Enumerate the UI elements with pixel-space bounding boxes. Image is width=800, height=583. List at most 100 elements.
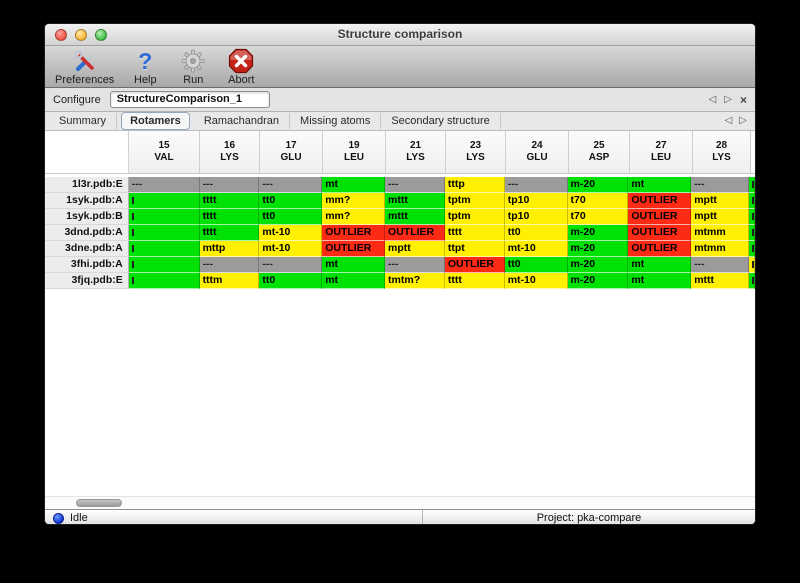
rotamer-cell[interactable]: tt0 bbox=[259, 273, 323, 289]
rotamer-cell[interactable]: OUTLIER bbox=[628, 209, 692, 225]
partial-rotamer-cell[interactable] bbox=[749, 225, 755, 241]
rotamer-cell[interactable]: tt0 bbox=[504, 257, 568, 273]
tab-secondary-structure[interactable]: Secondary structure bbox=[381, 113, 501, 129]
tab-ramachandran[interactable]: Ramachandran bbox=[194, 113, 291, 129]
partial-rotamer-cell[interactable] bbox=[749, 257, 755, 273]
rotamer-cell[interactable]: ttpt bbox=[444, 241, 505, 257]
column-header[interactable]: 15 VAL bbox=[129, 131, 200, 173]
rotamer-cell[interactable]: tttt bbox=[199, 193, 260, 209]
rotamer-cell[interactable]: mttt bbox=[385, 209, 445, 225]
rotamer-cell[interactable]: tttt bbox=[444, 225, 505, 241]
rotamer-cell[interactable] bbox=[128, 193, 200, 209]
rotamer-cell[interactable]: mt bbox=[322, 177, 386, 193]
rotamer-cell[interactable]: OUTLIER bbox=[385, 225, 445, 241]
rotamer-cell[interactable]: mttt bbox=[691, 273, 750, 289]
tab-missing-atoms[interactable]: Missing atoms bbox=[290, 113, 382, 129]
rotamer-cell[interactable] bbox=[128, 209, 200, 225]
minimize-window-button[interactable] bbox=[75, 29, 87, 41]
rotamer-cell[interactable] bbox=[128, 257, 200, 273]
column-header[interactable]: 27 LEU bbox=[630, 131, 693, 173]
rotamer-cell[interactable]: m-20 bbox=[567, 177, 629, 193]
row-header[interactable]: 3fhi.pdb:A bbox=[45, 257, 129, 273]
rotamer-cell[interactable]: OUTLIER bbox=[444, 257, 505, 273]
rotamer-cell[interactable] bbox=[128, 241, 200, 257]
rotamer-cell[interactable]: --- bbox=[691, 177, 750, 193]
horizontal-scrollbar-thumb[interactable] bbox=[76, 499, 122, 507]
close-configure-icon[interactable]: × bbox=[739, 92, 747, 107]
rotamer-cell[interactable]: mt-10 bbox=[259, 241, 323, 257]
rotamer-cell[interactable]: m-20 bbox=[567, 273, 629, 289]
rotamer-cell[interactable]: tt0 bbox=[259, 209, 323, 225]
column-header[interactable]: 21 LYS bbox=[386, 131, 446, 173]
rotamer-cell[interactable]: tttm bbox=[199, 273, 260, 289]
rotamer-cell[interactable]: tt0 bbox=[259, 193, 323, 209]
column-header[interactable]: 28 LYS bbox=[693, 131, 751, 173]
rotamer-cell[interactable]: OUTLIER bbox=[628, 241, 692, 257]
horizontal-scrollbar[interactable] bbox=[45, 496, 755, 509]
rotamer-cell[interactable]: tptm bbox=[444, 209, 505, 225]
rotamer-cell[interactable]: --- bbox=[385, 257, 445, 273]
rotamer-cell[interactable]: t70 bbox=[567, 209, 629, 225]
rotamer-cell[interactable]: mm? bbox=[322, 193, 386, 209]
rotamer-cell[interactable]: tttt bbox=[199, 209, 260, 225]
rotamer-cell[interactable]: mt bbox=[628, 177, 692, 193]
rotamer-cell[interactable]: --- bbox=[259, 257, 323, 273]
rotamer-cell[interactable]: mt-10 bbox=[259, 225, 323, 241]
rotamer-cell[interactable]: mtmm bbox=[691, 225, 750, 241]
rotamer-cell[interactable]: --- bbox=[691, 257, 750, 273]
rotamer-cell[interactable]: OUTLIER bbox=[322, 225, 386, 241]
preferences-button[interactable]: Preferences bbox=[55, 48, 114, 86]
rotamer-cell[interactable]: tp10 bbox=[504, 193, 568, 209]
column-header[interactable]: 19 LEU bbox=[323, 131, 386, 173]
partial-rotamer-cell[interactable] bbox=[749, 193, 755, 209]
title-bar[interactable]: Structure comparison bbox=[45, 24, 755, 46]
rotamer-cell[interactable]: mt bbox=[322, 273, 386, 289]
rotamer-cell[interactable]: mttp bbox=[199, 241, 260, 257]
rotamer-cell[interactable]: tttt bbox=[199, 225, 260, 241]
column-header[interactable]: 17 GLU bbox=[260, 131, 323, 173]
rotamer-cell[interactable]: tttp bbox=[444, 177, 505, 193]
rotamer-cell[interactable]: mptt bbox=[691, 193, 750, 209]
rotamer-cell[interactable]: mt-10 bbox=[504, 241, 568, 257]
rotamer-cell[interactable] bbox=[128, 273, 200, 289]
rotamer-cell[interactable] bbox=[128, 225, 200, 241]
rotamer-cell[interactable]: mt bbox=[322, 257, 386, 273]
rotamer-cell[interactable]: mt-10 bbox=[504, 273, 568, 289]
column-header[interactable]: 16 LYS bbox=[200, 131, 260, 173]
configure-name-input[interactable]: StructureComparison_1 bbox=[109, 91, 270, 108]
rotamer-cell[interactable]: mptt bbox=[385, 241, 445, 257]
rotamer-cell[interactable]: mt bbox=[628, 257, 692, 273]
rotamer-cell[interactable]: tttt bbox=[444, 273, 505, 289]
zoom-window-button[interactable] bbox=[95, 29, 107, 41]
partial-rotamer-cell[interactable] bbox=[749, 273, 755, 289]
column-header[interactable]: 24 GLU bbox=[506, 131, 569, 173]
partial-rotamer-cell[interactable] bbox=[749, 209, 755, 225]
next-configure-icon[interactable]: ▷ bbox=[724, 93, 732, 105]
abort-button[interactable]: Abort bbox=[224, 48, 258, 86]
next-tab-icon[interactable]: ▷ bbox=[739, 115, 747, 126]
rotamer-cell[interactable]: t70 bbox=[567, 193, 629, 209]
prev-configure-icon[interactable]: ◁ bbox=[708, 93, 717, 105]
rotamer-cell[interactable]: tp10 bbox=[504, 209, 568, 225]
rotamer-cell[interactable]: mptt bbox=[691, 209, 750, 225]
rotamer-cell[interactable]: --- bbox=[128, 177, 200, 193]
column-header[interactable]: 25 ASP bbox=[569, 131, 630, 173]
rotamer-cell[interactable]: tmtm? bbox=[385, 273, 445, 289]
rotamer-cell[interactable]: --- bbox=[504, 177, 568, 193]
tab-summary[interactable]: Summary bbox=[49, 113, 118, 129]
rotamer-cell[interactable]: --- bbox=[385, 177, 445, 193]
rotamer-cell[interactable]: mm? bbox=[322, 209, 386, 225]
row-header[interactable]: 3fjq.pdb:E bbox=[45, 273, 129, 289]
rotamer-cell[interactable]: mtmm bbox=[691, 241, 750, 257]
row-header[interactable]: 1syk.pdb:B bbox=[45, 209, 129, 225]
rotamer-cell[interactable]: mttt bbox=[385, 193, 445, 209]
rotamer-cell[interactable]: OUTLIER bbox=[628, 193, 692, 209]
tab-rotamers[interactable]: Rotamers bbox=[121, 112, 190, 130]
close-window-button[interactable] bbox=[55, 29, 67, 41]
rotamer-cell[interactable]: OUTLIER bbox=[322, 241, 386, 257]
rotamer-cell[interactable]: m-20 bbox=[567, 225, 629, 241]
rotamer-cell[interactable]: m-20 bbox=[567, 257, 629, 273]
rotamer-cell[interactable]: OUTLIER bbox=[628, 225, 692, 241]
row-header[interactable]: 1syk.pdb:A bbox=[45, 193, 129, 209]
rotamer-cell[interactable]: m-20 bbox=[567, 241, 629, 257]
